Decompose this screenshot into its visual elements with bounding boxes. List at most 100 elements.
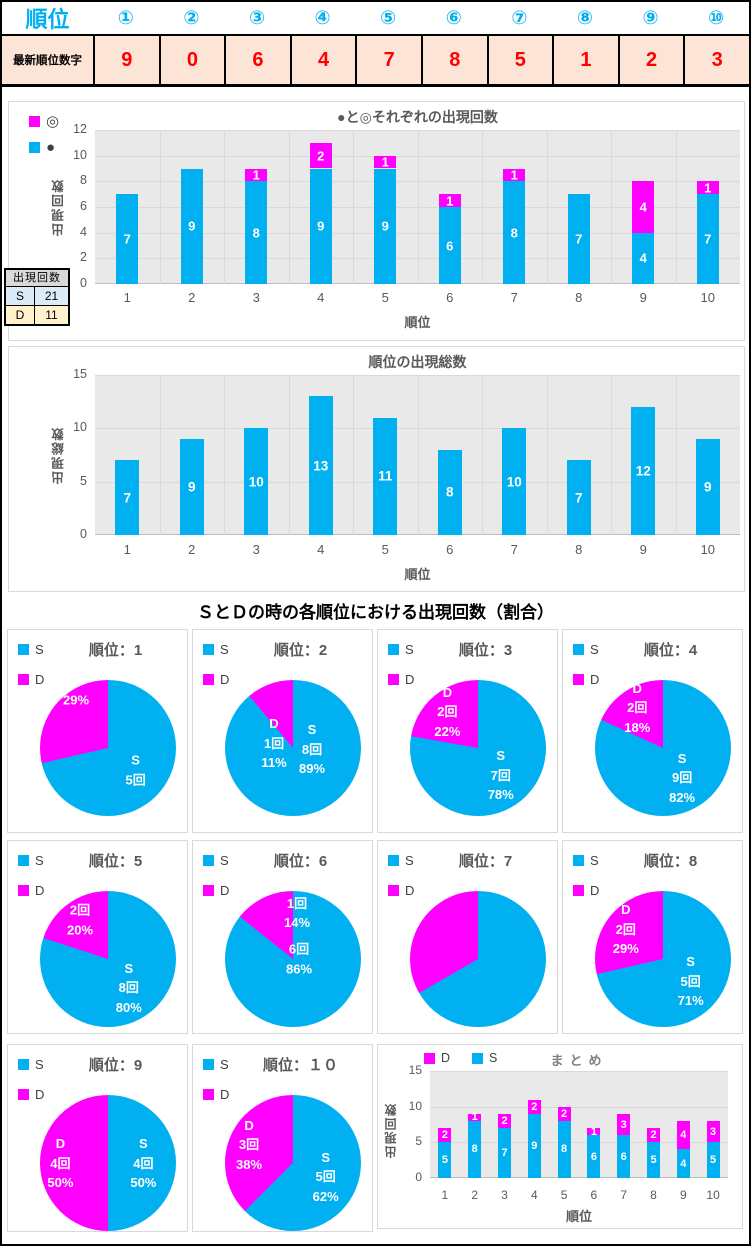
bar-segment (438, 194, 461, 207)
pie-chart (40, 680, 176, 816)
pie-label-line: 29% (62, 692, 90, 708)
pie-chart (40, 891, 176, 1027)
pie-panel: S D 順位：3 D 2回 22% S 7回 78% (377, 629, 558, 833)
pie-panel: S D 順位：4 D 2回 18% S 9回 82% (562, 629, 743, 833)
bar-segment (468, 1120, 482, 1178)
legend-swatch (203, 1059, 214, 1070)
bar-segment (566, 460, 591, 535)
bar-segment (503, 181, 526, 284)
x-tick-label: 5 (381, 542, 389, 557)
bar-segment (245, 168, 268, 182)
bar-segment (468, 1113, 482, 1121)
bar-value-label: 9 (381, 218, 389, 234)
rank-circled-number: ⑥ (445, 7, 462, 29)
rank-circled-numbers: ① ② ③ ④ ⑤ ⑥ ⑦ ⑧ ⑨ ⑩ (93, 2, 749, 34)
y-tick-label: 4 (80, 224, 87, 239)
pie-panel: S D 順位：6 D 1回 14% 6回 86% (192, 840, 373, 1034)
pie-title: 順位：2 (273, 642, 328, 659)
sd-counts-rows: S 21 D 11 (6, 287, 68, 324)
pie-slice-label-d: D 2回 22% (434, 682, 460, 741)
pie-label-line: 9回 (671, 769, 693, 785)
counts-row-value: 11 (35, 306, 68, 324)
gridline (159, 375, 161, 535)
legend-entry: S (18, 1057, 44, 1072)
legend-label: D (590, 883, 600, 898)
bar-value-label: 2 (317, 148, 325, 164)
pie-label-line: 3回 (238, 1137, 260, 1153)
bar-value-label: 4 (680, 1129, 687, 1142)
x-tick-label: 10 (700, 290, 715, 305)
bar-value-label: 1 (510, 167, 518, 183)
rank-circled-number: ⑨ (642, 7, 659, 29)
bar-segment (438, 207, 461, 284)
bar-value-label: 6 (590, 1150, 597, 1163)
gridline (546, 375, 548, 535)
bar-value-label: 5 (650, 1154, 657, 1167)
sd-counts-table: 出現回数 S 21 D 11 (4, 268, 70, 326)
pie-panel: S D 順位：1 29% S 5回 (7, 629, 188, 833)
pie-slice-label-s: S 5回 71% (678, 952, 704, 1011)
legend-swatch (388, 674, 399, 685)
bar-segment (695, 439, 720, 535)
bar-value-label: 8 (445, 484, 454, 500)
bar-value-label: 6 (446, 238, 454, 253)
pie-label-line: 18% (624, 719, 651, 735)
pie-label-line: S (686, 953, 695, 969)
pie-label-line: 4回 (50, 1155, 71, 1171)
pie-label-line: 5回 (680, 973, 701, 989)
pie-slice-label-d: D 1回 14% (284, 874, 310, 933)
x-tick-label: 9 (639, 290, 647, 305)
legend-entry: D (18, 672, 44, 687)
latest-number-cell: 3 (683, 36, 749, 84)
bar-value-label: 9 (531, 1139, 538, 1152)
x-tick-label: 1 (123, 542, 131, 557)
counts-row-label: S (6, 287, 35, 305)
bar-segment (244, 428, 269, 535)
chart-marks-count: ●と◎それぞれの出現回数 ◎ ● 出現回数 7 9 8 1 9 2 9 1 6 1 8 1 7 4 4 7 1 0 2 4 6 8… (8, 101, 745, 341)
legend-label: S (405, 853, 414, 868)
bar-segment (696, 181, 719, 195)
rank-circled-number: ⑩ (708, 7, 725, 29)
bar-value-label: 8 (561, 1143, 568, 1156)
legend-entry: S (388, 642, 414, 657)
bar-segment (374, 168, 397, 284)
legend-swatch (203, 855, 214, 866)
legend-entry: S (18, 853, 44, 868)
pie-label-line: 50% (47, 1174, 74, 1190)
bar-segment (498, 1113, 511, 1129)
rank-circled-number: ⑧ (576, 7, 593, 29)
y-tick-label: 5 (415, 1134, 422, 1149)
gridline (417, 375, 419, 535)
bar-value-label: 1 (446, 193, 454, 209)
legend-label: S (35, 853, 44, 868)
pie-label-line: 71% (677, 992, 704, 1008)
latest-number-cell: 9 (93, 36, 159, 84)
legend-label: D (441, 1051, 451, 1065)
legend-label: D (405, 672, 415, 687)
bar-segment (676, 1149, 690, 1178)
bar-segment (438, 1142, 452, 1178)
bar-value-label: 7 (574, 490, 583, 506)
bar-segment (373, 417, 398, 535)
bar-segment (245, 181, 268, 284)
legend-swatch (29, 142, 40, 153)
legend-label: D (35, 1087, 45, 1102)
pie-title: 順位：6 (273, 853, 328, 870)
x-tick-label: 3 (501, 1188, 508, 1202)
legend-swatch (573, 644, 584, 655)
pie-label-line: 5回 (125, 772, 146, 788)
chart-total-count: 順位の出現総数 出現総数 7 9 10 13 11 8 10 7 12 9 0 5 10 15 1 2 3 4 5 6 7 8… (8, 346, 745, 592)
bar-value-label: 3 (710, 1125, 717, 1138)
latest-number-cell: 0 (158, 36, 225, 84)
pie-label-line: S (496, 747, 506, 763)
pie-label-line: S (124, 960, 134, 976)
bar-value-label: 10 (248, 474, 264, 490)
legend-swatch (573, 674, 584, 685)
legend-swatch (388, 885, 399, 896)
gridline (288, 375, 290, 535)
x-tick-label: 4 (317, 542, 325, 557)
pie-label-line: S (307, 721, 317, 737)
